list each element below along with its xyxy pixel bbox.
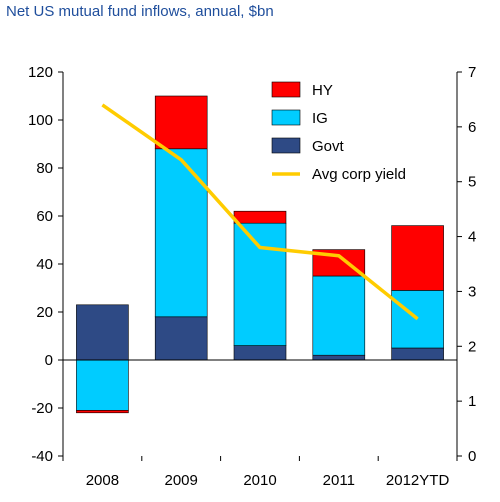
y2-tick-label: 0 <box>468 448 476 465</box>
legend-label-govt: Govt <box>312 138 345 155</box>
legend-swatch-hy <box>271 81 301 98</box>
bar-govt-2011 <box>312 354 366 361</box>
y2-tick-label: 7 <box>468 64 476 81</box>
x-tick-label: 2010 <box>243 472 276 489</box>
bar-hy-2010 <box>233 210 287 224</box>
x-tick-label: 2011 <box>323 472 355 489</box>
y2-tick-label: 6 <box>468 119 476 136</box>
legend-swatch-ig <box>271 109 301 126</box>
bar-hy-2009 <box>154 95 208 150</box>
x-tick-label: 2009 <box>165 472 198 489</box>
y2-tick-label: 4 <box>468 229 476 246</box>
y-tick-label: 120 <box>28 64 53 81</box>
y-tick-label: 60 <box>36 208 53 225</box>
bar-hy-2012YTD <box>391 225 444 291</box>
y-tick-label: 20 <box>36 304 53 321</box>
x-tick-label: 2012YTD <box>386 472 450 489</box>
bar-ig-2010 <box>233 222 287 346</box>
y2-tick-label: 5 <box>468 174 476 191</box>
y2-tick-label: 3 <box>468 283 476 300</box>
axes-layer: -40 -20 0 20 40 60 80 100 120 0 1 2 3 4 5 6 7 2008 2009 201… <box>28 64 476 489</box>
bar-hy-2008 <box>76 410 129 414</box>
bar-ig-2012YTD <box>391 290 444 349</box>
y-tick-label: -40 <box>31 448 53 465</box>
bars-layer <box>76 95 444 414</box>
legend-swatch-govt <box>271 137 301 154</box>
y-tick-label: 40 <box>36 256 53 273</box>
y-tick-label: -20 <box>31 400 53 417</box>
bar-govt-2008 <box>76 304 129 361</box>
bar-ig-2008 <box>76 359 129 411</box>
legend-label-yield: Avg corp yield <box>312 166 406 183</box>
y-tick-label: 80 <box>36 160 53 177</box>
legend: HY IG Govt Avg corp yield <box>271 81 406 183</box>
y-tick-label: 0 <box>45 352 53 369</box>
y2-tick-label: 1 <box>468 393 476 410</box>
bar-ig-2009 <box>154 148 208 318</box>
y2-tick-label: 2 <box>468 338 476 355</box>
legend-label-hy: HY <box>312 82 333 99</box>
y-tick-label: 100 <box>28 112 53 129</box>
bar-govt-2009 <box>154 316 208 361</box>
legend-label-ig: IG <box>312 110 328 127</box>
bar-ig-2011 <box>312 275 366 356</box>
bar-govt-2010 <box>233 345 287 361</box>
bar-govt-2012YTD <box>391 347 444 361</box>
x-tick-label: 2008 <box>86 472 119 489</box>
chart-title: Net US mutual fund inflows, annual, $bn <box>6 3 274 20</box>
yield-line-layer <box>101 103 419 321</box>
